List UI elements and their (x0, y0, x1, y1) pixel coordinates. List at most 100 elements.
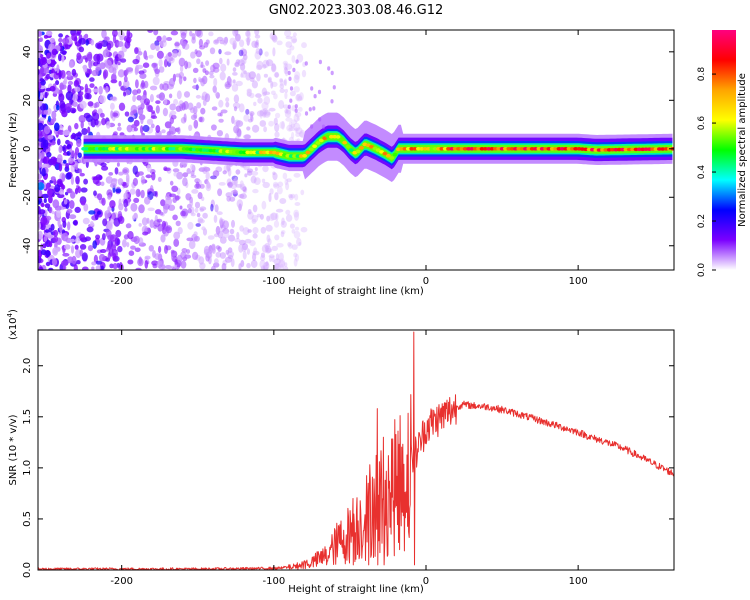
spectrogram-noise-cell (68, 157, 74, 164)
spectrogram-noise-cell (235, 120, 244, 127)
spectrogram-noise-cell (246, 126, 251, 131)
spectrogram-noise-cell (173, 171, 178, 177)
spectrogram-noise-cell (44, 229, 50, 233)
spectrogram-ridge-cell (623, 147, 629, 152)
spectrogram-noise-cell (279, 121, 285, 129)
spectrogram-noise-cell (97, 211, 102, 215)
spectrogram-noise-cell (297, 96, 303, 101)
spectrogram-noise-cell (243, 70, 247, 75)
spectrogram-noise-cell (226, 58, 230, 66)
spectrogram-noise-cell (232, 67, 237, 72)
snr-series-line (38, 331, 674, 570)
spectrogram-noise-cell (48, 267, 54, 270)
spectrogram-noise-cell (277, 186, 283, 195)
spectrogram-noise-cell (282, 104, 289, 109)
snr-y-multiplier: (x104) (6, 309, 19, 340)
spectrogram-ridge-cell (523, 147, 528, 151)
spectrogram-noise-cell (76, 139, 82, 148)
spectrogram-noise-cell (225, 192, 233, 198)
spectrogram-noise-cell (284, 67, 289, 77)
spectrogram-ridge-cell (295, 154, 301, 158)
spectrogram-noise-cell (152, 76, 160, 86)
spectrogram-noise-cell (58, 93, 65, 102)
spectrogram-ridge-cell (138, 147, 144, 151)
spectrogram-noise-cell (42, 67, 50, 74)
spectrogram-ridge-cell (121, 147, 127, 151)
spectrogram-noise-cell (225, 249, 229, 255)
spectrogram-noise-cell (289, 90, 296, 97)
spectrogram-noise-cell (236, 128, 242, 138)
spectrogram-noise-cell (299, 129, 306, 138)
spectrogram-noise-cell (51, 118, 55, 124)
spectrogram-y-tick-label: -20 (22, 189, 33, 205)
spectrogram-noise-cell (284, 109, 289, 114)
spectrogram-noise-cell (137, 258, 144, 267)
spectrogram-noise-cell (170, 30, 179, 36)
spectrogram-noise-cell (261, 200, 267, 210)
spectrogram-noise-cell (330, 99, 334, 104)
spectrogram-noise-cell (261, 101, 269, 110)
spectrogram-x-ticks: -200 -100 0 100 (110, 30, 588, 287)
spectrogram-noise-cell (97, 193, 103, 201)
spectrogram-ridge-cell (466, 147, 471, 151)
spectrogram-noise-cell (238, 49, 244, 57)
spectrogram-noise-cell (57, 193, 65, 199)
spectrogram-noise-cell (43, 109, 49, 115)
spectrogram-noise-cell (278, 260, 286, 268)
spectrogram-ridge-cell (94, 147, 100, 151)
spectrogram-noise-cell (112, 252, 117, 261)
spectrogram-ridge-cell (513, 147, 518, 151)
spectrogram-noise-cell (219, 236, 227, 244)
spectrogram-noise-cell (129, 188, 136, 195)
spectrogram-noise-cell (294, 71, 301, 80)
spectrogram-noise-cell (217, 188, 223, 197)
spectrogram-noise-cell (177, 227, 183, 235)
spectrogram-noise-cell (178, 57, 186, 67)
spectrogram-noise-cell (142, 231, 149, 236)
spectrogram-noise-cell (206, 180, 210, 189)
spectrogram-noise-cell (141, 217, 148, 226)
spectrogram-noise-cell (69, 200, 75, 209)
spectrogram-noise-cell (164, 244, 168, 254)
spectrogram-noise-cell (190, 114, 197, 121)
spectrogram-noise-cell (112, 30, 118, 37)
spectrogram-noise-cell (272, 35, 278, 43)
spectrogram-noise-cell (163, 205, 168, 214)
spectrogram-noise-cell (45, 261, 51, 267)
spectrogram-ridge-cell (161, 147, 167, 151)
spectrogram-noise-cell (242, 54, 248, 61)
spectrogram-noise-cell (39, 37, 44, 42)
spectrogram-noise-cell (222, 230, 230, 239)
spectrogram-ridge-cell (570, 147, 575, 151)
spectrogram-noise-cell (212, 62, 220, 69)
spectrogram-noise-cell (291, 228, 296, 234)
spectrogram-noise-cell (85, 73, 90, 78)
spectrogram-noise-cell (255, 93, 262, 98)
spectrogram-noise-cell (292, 67, 296, 73)
spectrogram-noise-cell (242, 227, 250, 236)
spectrogram-noise-cell (58, 163, 63, 172)
spectrogram-noise-cell (57, 130, 65, 135)
spectrogram-ridge-cell (101, 147, 107, 151)
spectrogram-noise-cell (134, 47, 139, 55)
spectrogram-noise-cell (91, 266, 95, 270)
spectrogram-noise-cell (124, 111, 130, 117)
spectrogram-ridge-cell (409, 147, 415, 151)
spectrogram-noise-cell (286, 178, 292, 183)
spectrogram-noise-cell (219, 57, 223, 65)
spectrogram-noise-cell (201, 226, 206, 231)
spectrogram-noise-cell (119, 132, 125, 137)
spectrogram-noise-cell (161, 129, 166, 134)
spectrogram-noise-cell (172, 197, 177, 203)
spectrogram-noise-cell (233, 106, 238, 112)
spectrogram-y-ticks: -40 -20 0 20 40 (22, 45, 674, 254)
spectrogram-noise-cell (259, 120, 267, 127)
spectrogram-noise-cell (78, 37, 86, 45)
spectrogram-noise-cell (205, 60, 210, 66)
spectrogram-ridge-cell (426, 147, 431, 151)
spectrogram-ridge-cell (405, 147, 411, 151)
spectrogram-noise-cell (217, 230, 224, 239)
spectrogram-noise-cell (101, 117, 106, 126)
spectrogram-noise-cell (293, 122, 301, 132)
spectrogram-noise-cell (118, 80, 122, 87)
